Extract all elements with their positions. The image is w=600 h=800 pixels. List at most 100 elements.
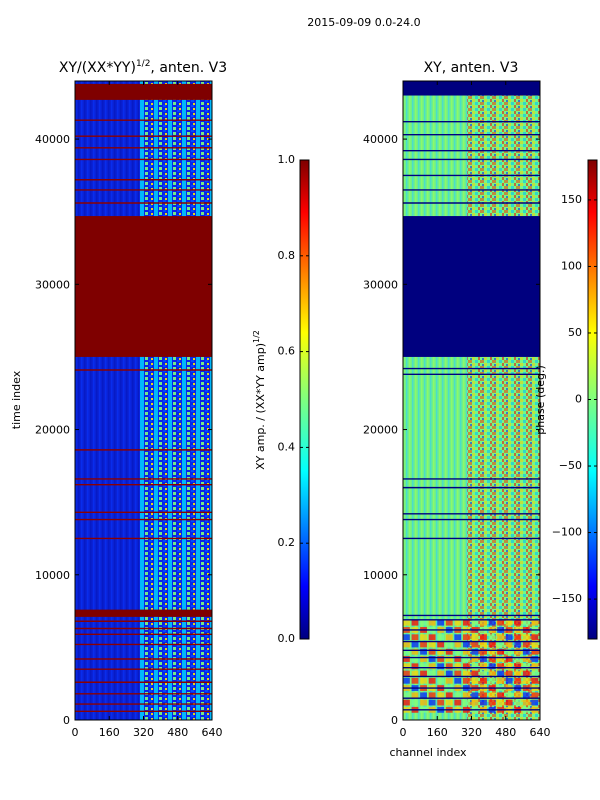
phase-low-cell [411, 663, 419, 670]
amp-band [75, 609, 212, 617]
phase-y-tick-label: 10000 [363, 569, 398, 582]
phase-low-cell [497, 648, 505, 655]
amp-colorbar-label: XY amp. / (XX*YY amp)1/2 [252, 330, 267, 470]
phase-low-cell [497, 656, 505, 662]
amp-y-tick-label: 10000 [35, 569, 70, 582]
phase-low-cell [411, 619, 419, 626]
amp-stripe [134, 81, 137, 720]
phase-low-cell [462, 619, 470, 626]
phase-low-cell [445, 648, 453, 655]
phase-low-cell [454, 656, 462, 662]
phase-low-cell [403, 663, 410, 670]
phase-low-cell [462, 648, 470, 655]
phase-stripe [450, 81, 453, 720]
amp-stripe [101, 81, 104, 720]
amp-colorbar [299, 159, 310, 640]
phase-low-cell [497, 670, 505, 677]
phase-active-channel-block [467, 81, 540, 720]
phase-low-cell [531, 641, 539, 648]
phase-low-cell [505, 670, 513, 677]
amp-stripe [80, 81, 83, 720]
phase-stripe [447, 81, 450, 720]
phase-colorbar-tick-label: 0 [575, 393, 582, 406]
phase-low-cell [445, 663, 453, 670]
phase-stripe [423, 81, 426, 720]
phase-low-cell [480, 677, 487, 684]
phase-low-cell [445, 656, 453, 662]
phase-low-cell [531, 648, 539, 655]
phase-low-cell [480, 619, 487, 626]
phase-stripe [444, 81, 447, 720]
phase-low-cell [428, 648, 436, 655]
phase-low-cell [428, 663, 436, 670]
phase-low-cell [488, 648, 496, 655]
phase-low-cell [522, 670, 530, 677]
phase-low-cell [445, 699, 453, 706]
phase-low-cell [488, 641, 496, 648]
amp-x-ticks: 0 160 320 480 640 [72, 81, 223, 739]
phase-low-cell [403, 634, 410, 641]
amp-y-tick-label: 40000 [35, 133, 70, 146]
amp-x-tick-label: 160 [99, 726, 120, 739]
phase-low-cell [462, 670, 470, 677]
phase-low-cell [454, 692, 462, 699]
phase-low-cell [488, 677, 496, 684]
phase-low-cell [454, 648, 462, 655]
phase-low-cell [514, 670, 522, 677]
phase-low-cell [514, 619, 522, 626]
amp-y-tick-label: 0 [63, 714, 70, 727]
phase-low-cell [403, 699, 410, 706]
phase-colorbar-tick-label: −50 [559, 459, 582, 472]
phase-colorbar-tick-label: −100 [552, 526, 582, 539]
phase-low-cell [462, 634, 470, 641]
amp-stripe [75, 81, 77, 720]
phase-low-cell [480, 692, 487, 699]
phase-low-cell [471, 677, 479, 684]
phase-low-cell [531, 670, 539, 677]
phase-low-cell [505, 648, 513, 655]
phase-low-cell [505, 634, 513, 641]
phase-colorbar-tick-label: 150 [561, 193, 582, 206]
phase-low-cell [480, 656, 487, 662]
amp-y-axis-label: time index [10, 370, 23, 429]
phase-x-ticks: 0 160 320 480 640 [400, 81, 551, 739]
phase-x-tick-label: 0 [400, 726, 407, 739]
phase-low-cell [403, 656, 410, 662]
phase-low-cell [531, 699, 539, 706]
phase-low-cell [420, 641, 427, 648]
amp-stripe [113, 81, 116, 720]
phase-low-cell [497, 677, 505, 684]
amp-colorbar-tick-label: 0.8 [278, 249, 296, 262]
phase-low-cell [514, 663, 522, 670]
phase-low-cell [471, 692, 479, 699]
amp-active-channel-block [139, 81, 212, 720]
phase-low-cell [454, 663, 462, 670]
phase-y-ticks: 0 10000 20000 30000 40000 [363, 133, 540, 727]
phase-low-cell [420, 699, 427, 706]
phase-x-tick-label: 640 [530, 726, 551, 739]
phase-low-cell [437, 634, 445, 641]
phase-x-tick-label: 160 [427, 726, 448, 739]
phase-low-cell [522, 619, 530, 626]
amp-y-tick-label: 30000 [35, 278, 70, 291]
amp-stripe [104, 81, 107, 720]
phase-stripe [429, 81, 432, 720]
phase-low-cell [471, 663, 479, 670]
phase-low-cell [531, 656, 539, 662]
phase-low-cell [471, 648, 479, 655]
amp-colorbar-tick-label: 0.2 [278, 536, 296, 549]
amp-stripe [137, 81, 140, 720]
phase-low-cell [514, 656, 522, 662]
phase-colorbar-tick-label: −150 [552, 592, 582, 605]
phase-low-cell [437, 677, 445, 684]
phase-low-cell [454, 634, 462, 641]
amp-saturated-bands [75, 83, 212, 617]
phase-low-cell [488, 634, 496, 641]
phase-low-cell [428, 677, 436, 684]
phase-low-cell [514, 634, 522, 641]
phase-stripe [426, 81, 429, 720]
phase-low-cell [420, 634, 427, 641]
phase-low-cell [437, 656, 445, 662]
phase-low-cell [522, 663, 530, 670]
amp-stripe [89, 81, 92, 720]
